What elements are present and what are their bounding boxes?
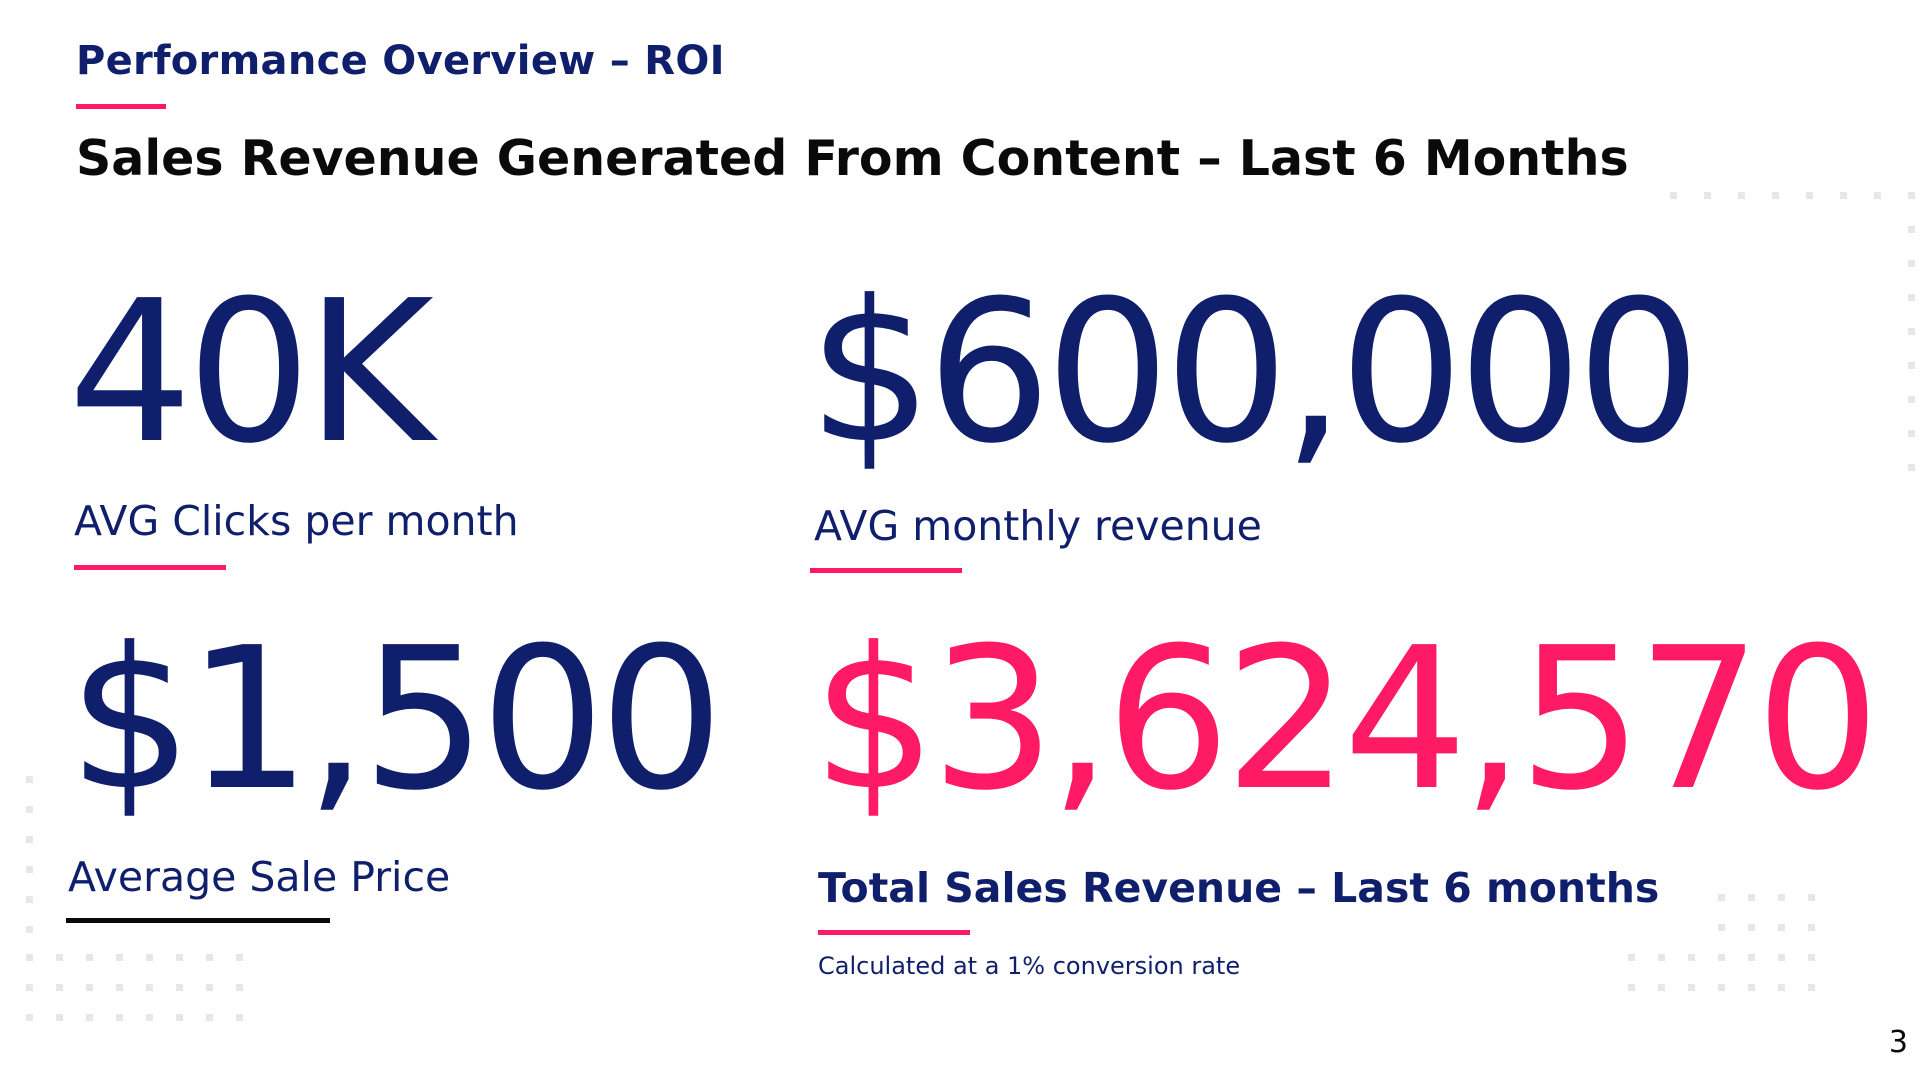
dot-grid-left — [26, 776, 56, 956]
clicks-underline — [74, 565, 226, 570]
avg-sale-price-underline — [66, 918, 330, 923]
dot-grid-bottom-left — [26, 954, 266, 1044]
clicks-label: AVG Clicks per month — [74, 497, 519, 545]
dot-grid-bottom-right — [1628, 894, 1838, 1014]
total-revenue-value: $3,624,570 — [812, 606, 1880, 834]
total-revenue-label: Total Sales Revenue – Last 6 months — [818, 864, 1660, 912]
section-title-underline — [76, 104, 166, 109]
avg-sale-price-label: Average Sale Price — [68, 853, 451, 901]
dot-grid-top-right — [1670, 192, 1920, 498]
monthly-revenue-value: $600,000 — [808, 259, 1701, 487]
avg-sale-price-value: $1,500 — [68, 606, 724, 834]
clicks-value: 40K — [68, 259, 434, 487]
slide-headline: Sales Revenue Generated From Content – L… — [76, 130, 1629, 187]
conversion-note: Calculated at a 1% conversion rate — [818, 952, 1241, 980]
total-revenue-underline — [818, 930, 970, 935]
monthly-revenue-underline — [810, 568, 962, 573]
section-title: Performance Overview – ROI — [76, 38, 725, 84]
monthly-revenue-label: AVG monthly revenue — [814, 502, 1262, 550]
page-number: 3 — [1888, 1025, 1908, 1060]
